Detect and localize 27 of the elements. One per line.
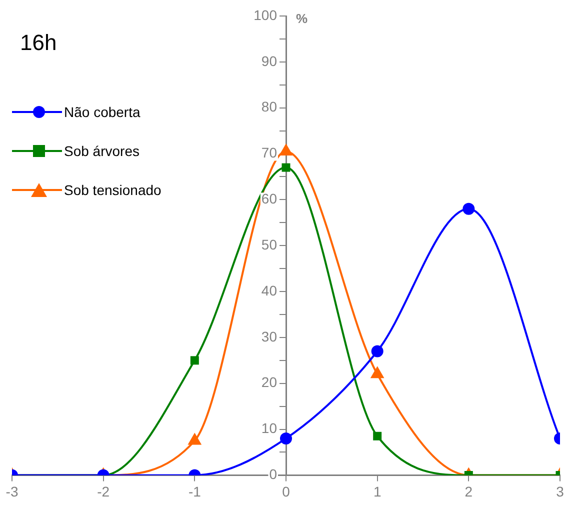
x-tick-label: -3	[6, 483, 18, 500]
y-tick-label: 70	[261, 144, 278, 161]
point	[282, 163, 290, 172]
y-axis-title: %	[296, 11, 308, 26]
y-tick-label: 40	[261, 282, 278, 298]
x-tick-label: -1	[188, 483, 202, 500]
text: 16h	[20, 30, 57, 56]
x-tick-label: 0	[282, 483, 290, 500]
y-tick-label: 0	[269, 466, 278, 482]
legend-label: Sob árvores	[64, 142, 140, 158]
legend-label: Sob tensionado	[64, 182, 162, 198]
y-tick-label: 30	[261, 328, 278, 344]
point	[462, 202, 475, 215]
y-tick-label: 90	[261, 52, 278, 69]
y-tick-label: 100	[254, 6, 278, 23]
x-tick-label: 2	[464, 483, 473, 500]
y-tick-label: 50	[261, 236, 278, 252]
y-tick-label: 20	[261, 374, 278, 390]
point	[188, 432, 202, 445]
x-tick-label: 3	[556, 483, 564, 500]
y-tick-label: 60	[261, 190, 278, 207]
x-tick-label: 1	[373, 483, 382, 500]
y-tick-label: 80	[261, 98, 278, 115]
y-tick-label: 10	[261, 420, 278, 436]
legend-label: Não coberta	[64, 104, 140, 120]
point	[370, 366, 384, 378]
x-tick-label: -2	[97, 483, 110, 500]
